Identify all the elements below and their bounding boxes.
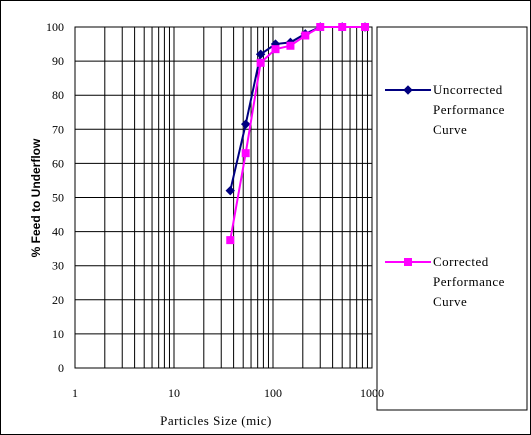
x-tick-label: 1000	[360, 386, 384, 400]
x-tick-label: 100	[264, 386, 282, 400]
legend: Uncorrected Performance Curve Corrected Perf…	[385, 82, 505, 309]
y-tick-label: 40	[52, 225, 64, 239]
y-axis-title: % Feed to Underflow	[29, 138, 43, 257]
legend-label-line: Curve	[433, 294, 467, 309]
data-point-marker	[338, 23, 347, 31]
y-tick-label: 90	[52, 54, 64, 68]
plot-area-border	[74, 26, 373, 369]
legend-marker-swatch	[404, 258, 412, 266]
legend-label-line: Curve	[433, 122, 467, 137]
y-tick-label: 30	[52, 259, 64, 273]
legend-label-line: Performance	[433, 102, 505, 117]
data-point-marker	[226, 236, 235, 245]
data-point-marker	[241, 149, 250, 158]
x-tick-labels: 1 10 100 1000	[72, 386, 384, 400]
legend-marker-swatch	[403, 85, 413, 95]
y-tick-label: 50	[52, 191, 64, 205]
legend-entry-corrected: Corrected Performance Curve	[385, 254, 505, 309]
data-point-marker	[361, 23, 370, 31]
x-axis-title: Particles Size (mic)	[160, 413, 272, 428]
y-tick-label: 60	[52, 156, 64, 170]
data-point-marker	[271, 45, 280, 54]
data-point-marker	[316, 23, 325, 31]
y-tick-label: 70	[52, 122, 64, 136]
y-tick-label: 0	[58, 361, 64, 375]
legend-box	[376, 26, 528, 411]
y-tick-label: 10	[52, 327, 64, 341]
legend-entry-uncorrected: Uncorrected Performance Curve	[385, 82, 505, 137]
x-tick-label: 10	[168, 386, 180, 400]
data-point-marker	[225, 185, 235, 196]
x-tick-label: 1	[72, 386, 78, 400]
y-tick-label: 100	[46, 20, 64, 34]
y-tick-label: 20	[52, 293, 64, 307]
series-layer	[225, 22, 370, 245]
legend-label-line: Corrected	[433, 254, 489, 269]
y-tick-label: 80	[52, 88, 64, 102]
y-tick-labels: 0 10 20 30 40 50 60 70 80 90 100	[46, 20, 64, 375]
data-point-marker	[256, 58, 265, 67]
legend-label-line: Uncorrected	[433, 82, 503, 97]
data-point-marker	[240, 119, 251, 129]
legend-label-line: Performance	[433, 274, 505, 289]
data-point-marker	[286, 41, 295, 50]
data-point-marker	[301, 31, 310, 40]
series-corrected	[226, 23, 370, 245]
data-point-marker	[255, 49, 266, 59]
